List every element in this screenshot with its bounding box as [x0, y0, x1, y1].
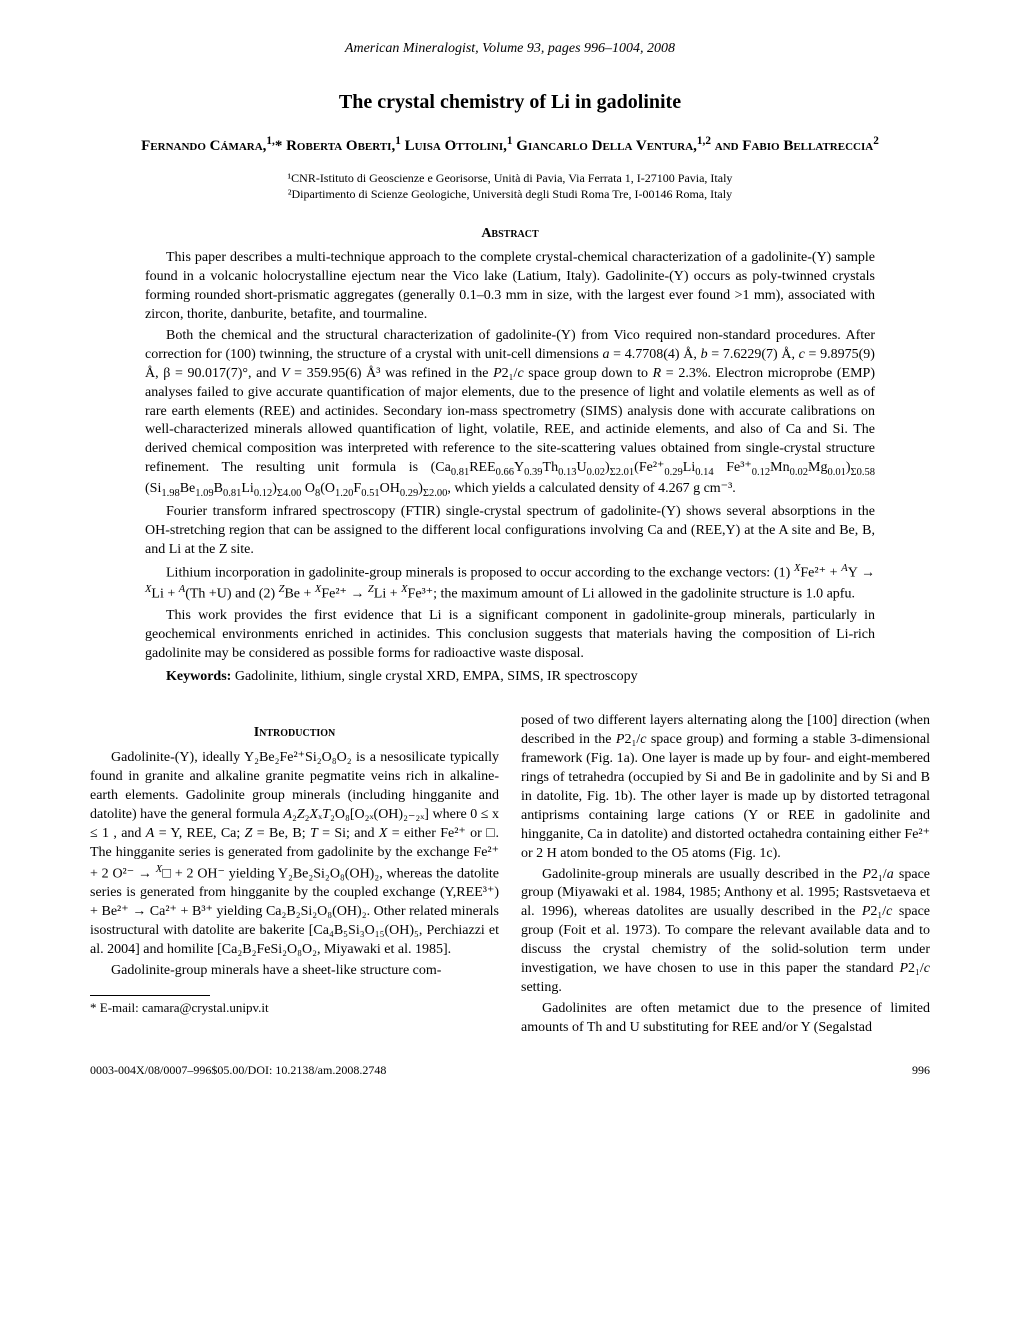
introduction-heading: Introduction	[90, 724, 499, 743]
abstract-p5: This work provides the first evidence th…	[145, 607, 875, 664]
abstract-p3: Fourier transform infrared spectroscopy …	[145, 503, 875, 560]
keywords-label: Keywords:	[166, 669, 231, 684]
two-column-body: Introduction Gadolinite-(Y), ideally Y₂B…	[90, 712, 930, 1039]
left-column: Introduction Gadolinite-(Y), ideally Y₂B…	[90, 712, 499, 1039]
intro-left-p2: Gadolinite-group minerals have a sheet-l…	[90, 962, 499, 981]
abstract-p2: Both the chemical and the structural cha…	[145, 327, 875, 501]
intro-right-p2: Gadolinite-group minerals are usually de…	[521, 866, 930, 998]
footer-doi: 0003-004X/08/0007–996$05.00/DOI: 10.2138…	[90, 1062, 386, 1078]
article-title: The crystal chemistry of Li in gadolinit…	[90, 89, 930, 116]
abstract-p1: This paper describes a multi-technique a…	[145, 249, 875, 325]
abstract-p4: Lithium incorporation in gadolinite-grou…	[145, 562, 875, 605]
author-list: Fernando Cámara,1,* Roberta Oberti,1 Lui…	[90, 134, 930, 156]
page-footer: 0003-004X/08/0007–996$05.00/DOI: 10.2138…	[90, 1062, 930, 1078]
footer-page-number: 996	[912, 1062, 930, 1078]
keywords-text: Gadolinite, lithium, single crystal XRD,…	[231, 669, 637, 684]
intro-right-p3: Gadolinites are often metamict due to th…	[521, 1000, 930, 1038]
journal-header: American Mineralogist, Volume 93, pages …	[90, 40, 930, 59]
keywords: Keywords: Gadolinite, lithium, single cr…	[90, 668, 930, 687]
footnote-separator	[90, 995, 210, 996]
abstract-heading: Abstract	[90, 225, 930, 244]
right-column: posed of two different layers alternatin…	[521, 712, 930, 1039]
intro-right-p1: posed of two different layers alternatin…	[521, 712, 930, 863]
corresponding-author-footnote: * E-mail: camara@crystal.unipv.it	[90, 999, 499, 1017]
affiliation-1: ¹CNR-Istituto di Geoscienze e Georisorse…	[90, 170, 930, 186]
affiliation-2: ²Dipartimento di Scienze Geologiche, Uni…	[90, 186, 930, 202]
affiliations: ¹CNR-Istituto di Geoscienze e Georisorse…	[90, 170, 930, 202]
intro-left-p1: Gadolinite-(Y), ideally Y₂Be₂Fe²⁺Si₂O₈O₂…	[90, 749, 499, 959]
abstract-block: This paper describes a multi-technique a…	[90, 249, 930, 663]
